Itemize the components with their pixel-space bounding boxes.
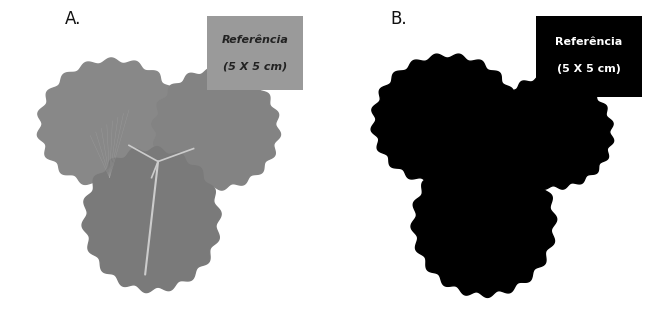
Polygon shape bbox=[411, 148, 557, 297]
Polygon shape bbox=[371, 54, 519, 185]
Text: Referência: Referência bbox=[222, 36, 289, 45]
FancyBboxPatch shape bbox=[207, 16, 303, 90]
Text: A.: A. bbox=[64, 10, 81, 28]
Text: (5 X 5 cm): (5 X 5 cm) bbox=[557, 65, 621, 74]
Polygon shape bbox=[38, 58, 182, 188]
Polygon shape bbox=[82, 147, 221, 293]
Polygon shape bbox=[152, 68, 280, 190]
Polygon shape bbox=[490, 76, 613, 189]
FancyBboxPatch shape bbox=[535, 16, 642, 97]
Text: Referência: Referência bbox=[555, 37, 623, 47]
Text: B.: B. bbox=[391, 10, 407, 28]
Text: (5 X 5 cm): (5 X 5 cm) bbox=[223, 61, 288, 71]
